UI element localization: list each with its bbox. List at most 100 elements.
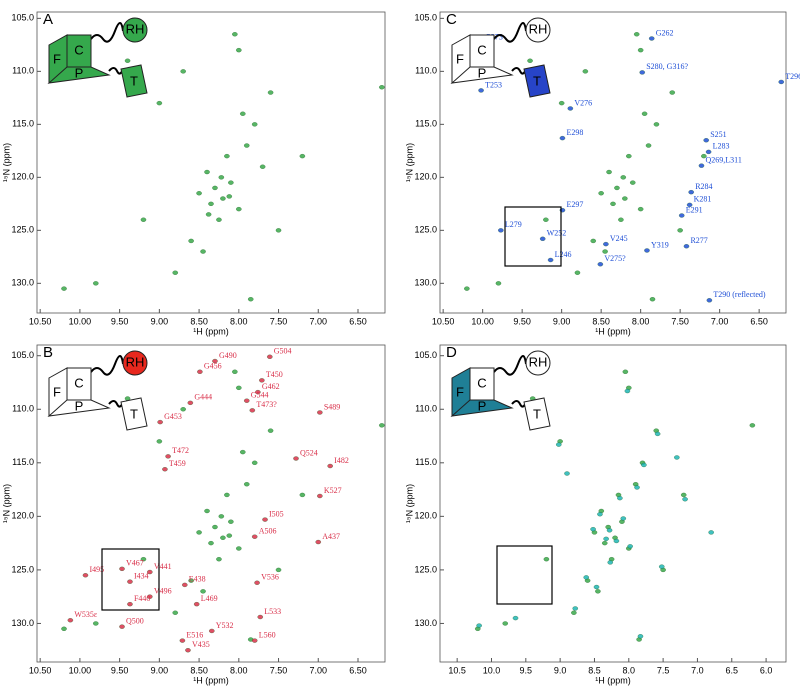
x-tick-label: 6.5 [726, 665, 739, 675]
peak [674, 455, 680, 460]
peak-label: Y319 [651, 240, 669, 249]
domain-shape [122, 350, 148, 376]
domain-shape [122, 17, 148, 43]
peak-label: T290 (reflected) [713, 290, 766, 299]
peak [247, 297, 254, 302]
peak [259, 378, 265, 383]
y-tick-label: 125.0 [414, 564, 437, 574]
peak [603, 241, 609, 247]
peak [686, 202, 693, 208]
peak [571, 610, 577, 615]
domain-label: P [478, 398, 487, 413]
peak-label: I434 [134, 572, 149, 581]
x-tick-label: 7.5 [657, 665, 670, 675]
peak [187, 400, 194, 405]
peak [634, 485, 640, 490]
peak [267, 428, 274, 433]
peak-label: Q500 [126, 616, 144, 625]
peak-label: E516 [186, 630, 203, 639]
y-axis-label: ¹⁵N (ppm) [404, 143, 414, 182]
peak-label: E298 [566, 128, 583, 137]
domain-label: C [74, 42, 83, 57]
peak-label: S251 [710, 130, 726, 139]
peak [236, 206, 242, 212]
x-tick-label: 8.50 [592, 316, 610, 326]
peak-label: L283 [713, 142, 730, 151]
domain-label: P [478, 65, 487, 80]
y-tick-label: 115.0 [12, 457, 34, 467]
peak [119, 624, 125, 629]
peak-label: V441 [154, 562, 172, 571]
peak [212, 185, 218, 191]
peak [218, 514, 225, 519]
domain-label: C [477, 42, 486, 57]
peak [236, 48, 242, 53]
peak [669, 90, 675, 95]
panel: 10.50 10.00 9.50 9.00 8.50 8.00 7.50 7.00 6.50 10… [1, 11, 386, 336]
peak [607, 560, 614, 565]
peak [476, 623, 482, 628]
peak [197, 369, 203, 374]
y-axis-label: ¹⁵N (ppm) [404, 484, 414, 523]
peak [698, 163, 705, 168]
peak [626, 153, 632, 159]
x-tick-label: 6.50 [750, 316, 768, 326]
peak [706, 298, 713, 303]
domain-shape [120, 64, 148, 98]
peak [165, 454, 171, 459]
peak [180, 407, 186, 412]
peak [204, 508, 210, 514]
peak [703, 138, 709, 143]
panel: 10.50 10.00 9.50 9.00 8.50 8.00 7.50 7.00 6.50 10… [404, 11, 800, 336]
peak [582, 69, 589, 74]
peak [558, 100, 565, 106]
peak [602, 540, 608, 546]
peak [196, 530, 202, 535]
peak [220, 535, 226, 540]
peak [379, 423, 385, 428]
x-tick-label: 9.5 [520, 665, 533, 675]
plot-frame [36, 11, 386, 314]
domain-shape [525, 17, 551, 43]
x-tick-label: 9.50 [111, 316, 129, 326]
x-tick-label: 8.50 [190, 316, 208, 326]
peak [179, 638, 186, 643]
peak [188, 238, 194, 244]
peak [293, 456, 299, 461]
x-tick-label: 9.50 [111, 665, 129, 675]
panel-letter: B [43, 344, 53, 361]
peak [633, 32, 640, 37]
x-tick-label: 10.00 [471, 316, 494, 326]
y-tick-label: 105.0 [11, 350, 34, 360]
peak-label: F440 [134, 594, 150, 603]
peak [620, 175, 627, 180]
y-tick-label: 130.0 [414, 278, 437, 288]
domain-shape [525, 350, 551, 376]
peak [648, 36, 655, 41]
x-tick-label: 8.50 [190, 665, 208, 675]
peak [61, 286, 67, 291]
peak [251, 638, 258, 643]
peak [172, 270, 178, 275]
peak-label: G262 [656, 28, 674, 37]
peak [236, 546, 242, 551]
peak [226, 533, 233, 538]
peak [572, 606, 578, 611]
peak-label: K527 [324, 486, 342, 495]
peak-label: L469 [201, 594, 218, 603]
peak [682, 497, 688, 502]
peak-label: V245 [610, 234, 628, 243]
peak [574, 270, 581, 275]
peak [543, 557, 550, 562]
linker [493, 22, 527, 43]
peak [244, 398, 250, 403]
peak-label: R277 [690, 236, 707, 245]
peak-label: W535ε [74, 610, 98, 619]
peak [224, 153, 230, 159]
x-tick-label: 10.50 [29, 316, 52, 326]
x-tick-label: 10.50 [432, 316, 455, 326]
y-tick-label: 120.0 [11, 511, 34, 521]
peak-label: G462 [262, 382, 280, 391]
domain-shape [523, 397, 551, 431]
peak [249, 408, 256, 413]
